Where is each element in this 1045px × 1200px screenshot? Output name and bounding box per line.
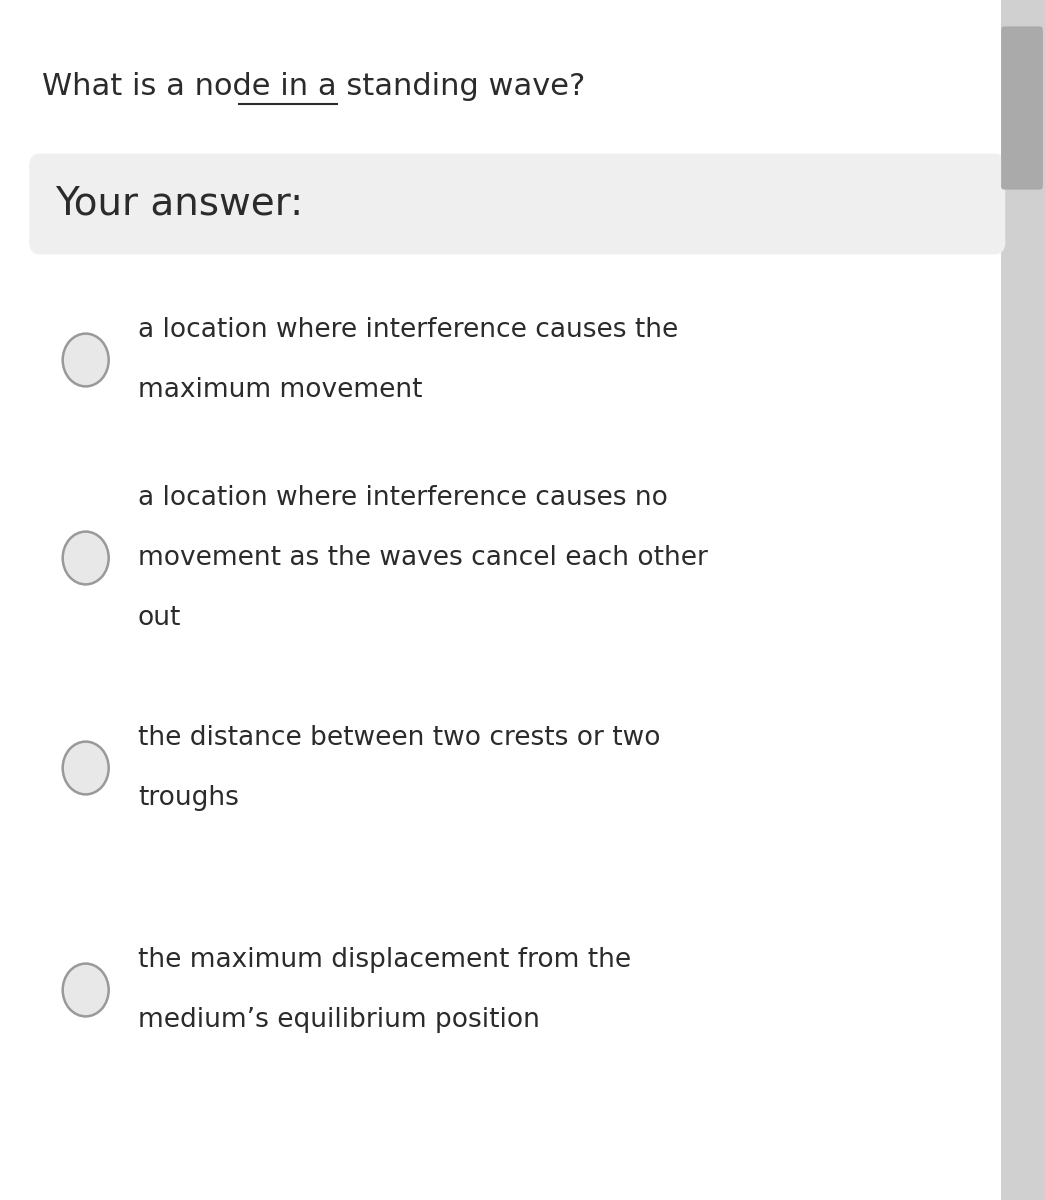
Circle shape — [63, 334, 109, 386]
Text: movement as the waves cancel each other: movement as the waves cancel each other — [138, 545, 707, 571]
Text: maximum movement: maximum movement — [138, 377, 422, 403]
Text: a location where interference causes the: a location where interference causes the — [138, 317, 678, 343]
Circle shape — [63, 532, 109, 584]
Text: the distance between two crests or two: the distance between two crests or two — [138, 725, 660, 751]
Text: a location where interference causes no: a location where interference causes no — [138, 485, 668, 511]
FancyBboxPatch shape — [1001, 0, 1045, 1200]
FancyBboxPatch shape — [1001, 26, 1043, 190]
Text: Your answer:: Your answer: — [55, 185, 303, 223]
Text: medium’s equilibrium position: medium’s equilibrium position — [138, 1007, 540, 1033]
Text: out: out — [138, 605, 182, 631]
FancyBboxPatch shape — [29, 154, 1005, 254]
Text: What is a node in a standing wave?: What is a node in a standing wave? — [42, 72, 585, 101]
Circle shape — [63, 964, 109, 1016]
Text: the maximum displacement from the: the maximum displacement from the — [138, 947, 631, 973]
Text: troughs: troughs — [138, 785, 239, 811]
Circle shape — [63, 742, 109, 794]
